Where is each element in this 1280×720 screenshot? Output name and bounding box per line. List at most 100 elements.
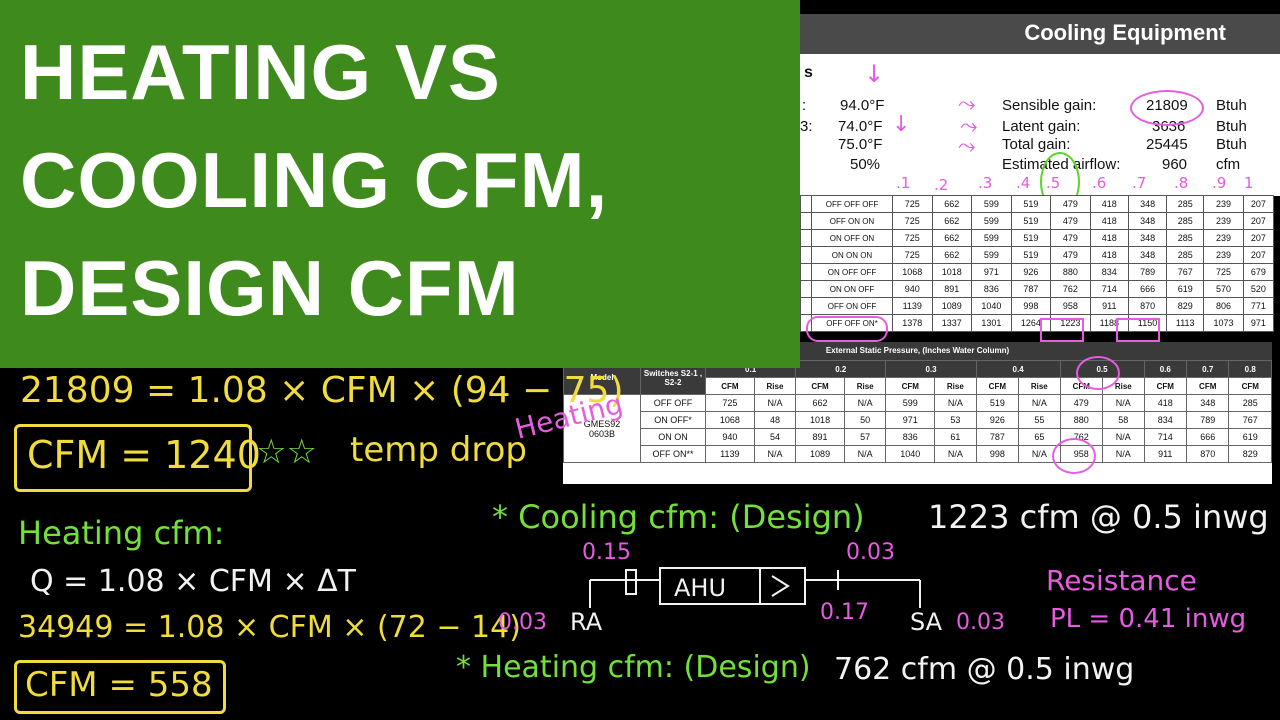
cfm-cell: 789 — [1127, 263, 1168, 281]
cfm-cell: 679 — [1242, 263, 1275, 281]
switch-setting-cell: OFF ON** — [640, 445, 706, 463]
heating-design-label: * Heating cfm: (Design) — [456, 650, 811, 685]
pressure-mark: .1 — [896, 174, 911, 192]
cfm-cell: N/A — [843, 445, 887, 463]
pressure-mark: 1 — [1244, 174, 1254, 192]
cfm-cell: 1018 — [795, 411, 845, 429]
cfm-cell: 870 — [1127, 297, 1168, 315]
cfm-cell: 418 — [1089, 212, 1129, 230]
pressure-header: 0.2 — [795, 360, 887, 378]
pressure-mark: .4 — [1016, 174, 1031, 192]
cfm-cell: 207 — [1242, 195, 1275, 213]
switch-setting-cell: OFF OFF — [640, 394, 706, 412]
cfm-cell: 285 — [1166, 246, 1205, 264]
cfm-cell: 725 — [705, 394, 755, 412]
cfm-cell: 599 — [971, 212, 1012, 230]
table-row: ON OFF* 1068 48 1018 50 971 53 926 55 880 58 834 789… — [564, 411, 1272, 429]
cfm-cell: 418 — [1143, 394, 1187, 412]
temp-value-3: 75.0°F — [838, 136, 883, 153]
cfm-cell: 771 — [1242, 297, 1275, 315]
annotation-box-1150 — [1116, 318, 1160, 342]
cfm-cell: N/A — [1102, 428, 1145, 446]
equation-heating: 34949 = 1.08 × CFM × (72 − 14) — [18, 610, 521, 645]
cfm-cell: 662 — [931, 229, 973, 247]
cfm-subheader: CFM — [1143, 377, 1187, 395]
cfm-cell: 870 — [1185, 445, 1230, 463]
cfm-cell: N/A — [753, 445, 797, 463]
cfm-cell: 348 — [1127, 246, 1168, 264]
cfm-cell: 418 — [1089, 246, 1129, 264]
cfm-cell: 48 — [753, 411, 797, 429]
cfm-cell: 1337 — [931, 314, 973, 332]
cfm-cell: 789 — [1185, 411, 1230, 429]
cfm-cell: 725 — [892, 212, 933, 230]
cfm-cell: 418 — [1089, 195, 1129, 213]
temp-prefix-2: 3: — [800, 118, 813, 135]
cfm-cell: 725 — [892, 229, 933, 247]
cfm-cell: 1089 — [931, 297, 973, 315]
cfm-cell: 519 — [975, 394, 1020, 412]
cfm-cell: 880 — [1059, 411, 1104, 429]
cfm-cell: 662 — [795, 394, 845, 412]
cfm-cell: 971 — [1242, 314, 1275, 332]
cfm-cell: 911 — [1089, 297, 1129, 315]
cfm-cell: N/A — [1018, 394, 1061, 412]
title-text: HEATING VS COOLING CFM, DESIGN CFM — [20, 28, 609, 332]
cfm-cell: 285 — [1166, 229, 1205, 247]
cfm-result: CFM = 1240 — [27, 433, 261, 477]
annotation-circle-05-heading — [1076, 356, 1120, 390]
cfm-cell: 285 — [1228, 394, 1272, 412]
cfm-cell: 53 — [934, 411, 977, 429]
pressure-003-ra: 0.03 — [498, 610, 547, 635]
cfm-cell: 662 — [931, 195, 973, 213]
cfm-cell: N/A — [934, 445, 977, 463]
pressure-header: 0.3 — [885, 360, 977, 378]
total-gain-label: Total gain: — [1002, 136, 1071, 153]
temp-value-4: 50% — [850, 156, 881, 173]
pressure-loss: PL = 0.41 inwg — [1050, 604, 1247, 634]
cfm-cell: 767 — [1228, 411, 1272, 429]
table-row: ON ON ON 725 662 599 519 479 418 348 285 239 207 — [800, 246, 1275, 264]
title-banner: HEATING VS COOLING CFM, DESIGN CFM — [0, 0, 800, 368]
cfm-cell: 519 — [1010, 195, 1052, 213]
table-row: OFF OFF OFF 725 662 599 519 479 418 348 285 239 20… — [800, 195, 1275, 213]
cfm-result-box: CFM = 1240 — [14, 424, 261, 492]
cfm-cell: 829 — [1166, 297, 1205, 315]
cfm-cell: N/A — [1102, 394, 1145, 412]
pressure-003-top: 0.03 — [846, 540, 895, 565]
cfm-cell: 479 — [1050, 229, 1091, 247]
cfm-cell: 725 — [1203, 263, 1244, 281]
table-cell — [800, 280, 812, 298]
cfm-cell: 519 — [1010, 229, 1052, 247]
switch-setting-cell: OFF OFF OFF — [811, 195, 893, 213]
cfm-cell: 1139 — [892, 297, 933, 315]
cfm-cell: 714 — [1143, 428, 1187, 446]
estimated-airflow-unit: cfm — [1216, 156, 1241, 173]
cfm-cell: 348 — [1185, 394, 1230, 412]
cfm-cell: 479 — [1050, 246, 1091, 264]
cfm-cell: 239 — [1203, 195, 1244, 213]
table-cell — [800, 195, 812, 213]
cfm-cell: 479 — [1050, 212, 1091, 230]
table-row: ON ON 940 54 891 57 836 61 787 65 762 N/A 714 666 619 — [564, 428, 1272, 446]
annotation-arrow-5: ↓ — [892, 112, 911, 137]
cfm-cell: 767 — [1166, 263, 1205, 281]
cfm-cell: N/A — [1102, 445, 1145, 463]
annotation-arrow-2: ⤳ — [960, 114, 978, 139]
heating-cfm-table: Model Switches S2-1 , S2-2 0.1 0.2 0.3 0.4 0.5… — [563, 360, 1272, 463]
cfm-cell: 239 — [1203, 229, 1244, 247]
cfm-cell: 1089 — [795, 445, 845, 463]
cfm-cell: 239 — [1203, 246, 1244, 264]
cooling-equipment-title: Cooling Equipment — [1024, 20, 1226, 45]
sa-label: SA — [910, 608, 943, 636]
annotation-box-1223 — [1040, 318, 1084, 342]
latent-gain-unit: Btuh — [1216, 118, 1247, 135]
cfm-cell: 725 — [892, 246, 933, 264]
cfm-cell: 348 — [1127, 229, 1168, 247]
cfm-cell: 940 — [705, 428, 755, 446]
cfm-cell: 348 — [1127, 212, 1168, 230]
cfm-cell: 1018 — [931, 263, 973, 281]
switch-setting-cell: OFF ON OFF — [811, 297, 893, 315]
cfm-cell: 880 — [1050, 263, 1091, 281]
pressure-003-sa: 0.03 — [956, 610, 1005, 635]
